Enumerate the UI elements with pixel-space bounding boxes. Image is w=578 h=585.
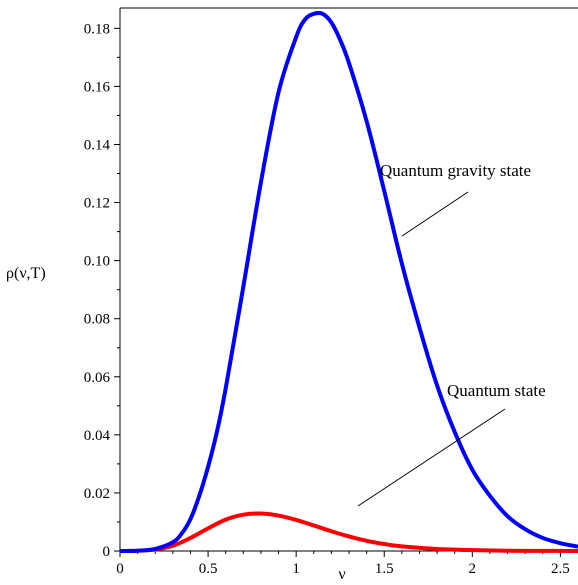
series-layer xyxy=(119,10,578,553)
series-line-quantum-gravity-state xyxy=(119,10,578,553)
y-axis-label: ρ(ν,T) xyxy=(6,265,46,282)
y-tick-label: 0.08 xyxy=(84,312,110,328)
series-line-quantum-state xyxy=(119,511,578,553)
y-tick-label: 0.02 xyxy=(84,486,110,502)
annotation-quantum-state: Quantum state xyxy=(447,381,546,400)
x-tick-label: 1 xyxy=(292,561,300,577)
y-tick-label: 0.18 xyxy=(84,21,110,37)
plot-frame xyxy=(119,7,578,552)
y-tick-label: 0.14 xyxy=(84,137,111,153)
x-tick-label: 1.5 xyxy=(375,561,394,577)
y-tick-label: 0.06 xyxy=(84,370,111,386)
x-tick-label: 0 xyxy=(116,561,124,577)
x-tick-label: 0.5 xyxy=(199,561,218,577)
x-axis-label: ν xyxy=(338,566,345,583)
y-tick-label: 0.12 xyxy=(84,196,110,212)
x-tick-label: 2 xyxy=(469,561,477,577)
annotation-leader-quantum-state xyxy=(357,408,506,507)
annotations: Quantum gravity state Quantum state xyxy=(357,161,546,507)
y-tick-label: 0.16 xyxy=(84,79,111,95)
y-tick-label: 0.10 xyxy=(84,254,110,270)
annotation-quantum-gravity-state: Quantum gravity state xyxy=(380,161,531,180)
y-tick-label: 0.04 xyxy=(84,428,111,444)
x-tick-label: 2.5 xyxy=(551,561,570,577)
annotation-leader-quantum-gravity-state xyxy=(401,191,469,237)
y-tick-label: 0 xyxy=(103,544,111,560)
y-axis-ticks: 0 0.02 0.04 0.06 0.08 0.10 0.12 0.14 0.16 0.18 xyxy=(84,21,120,560)
